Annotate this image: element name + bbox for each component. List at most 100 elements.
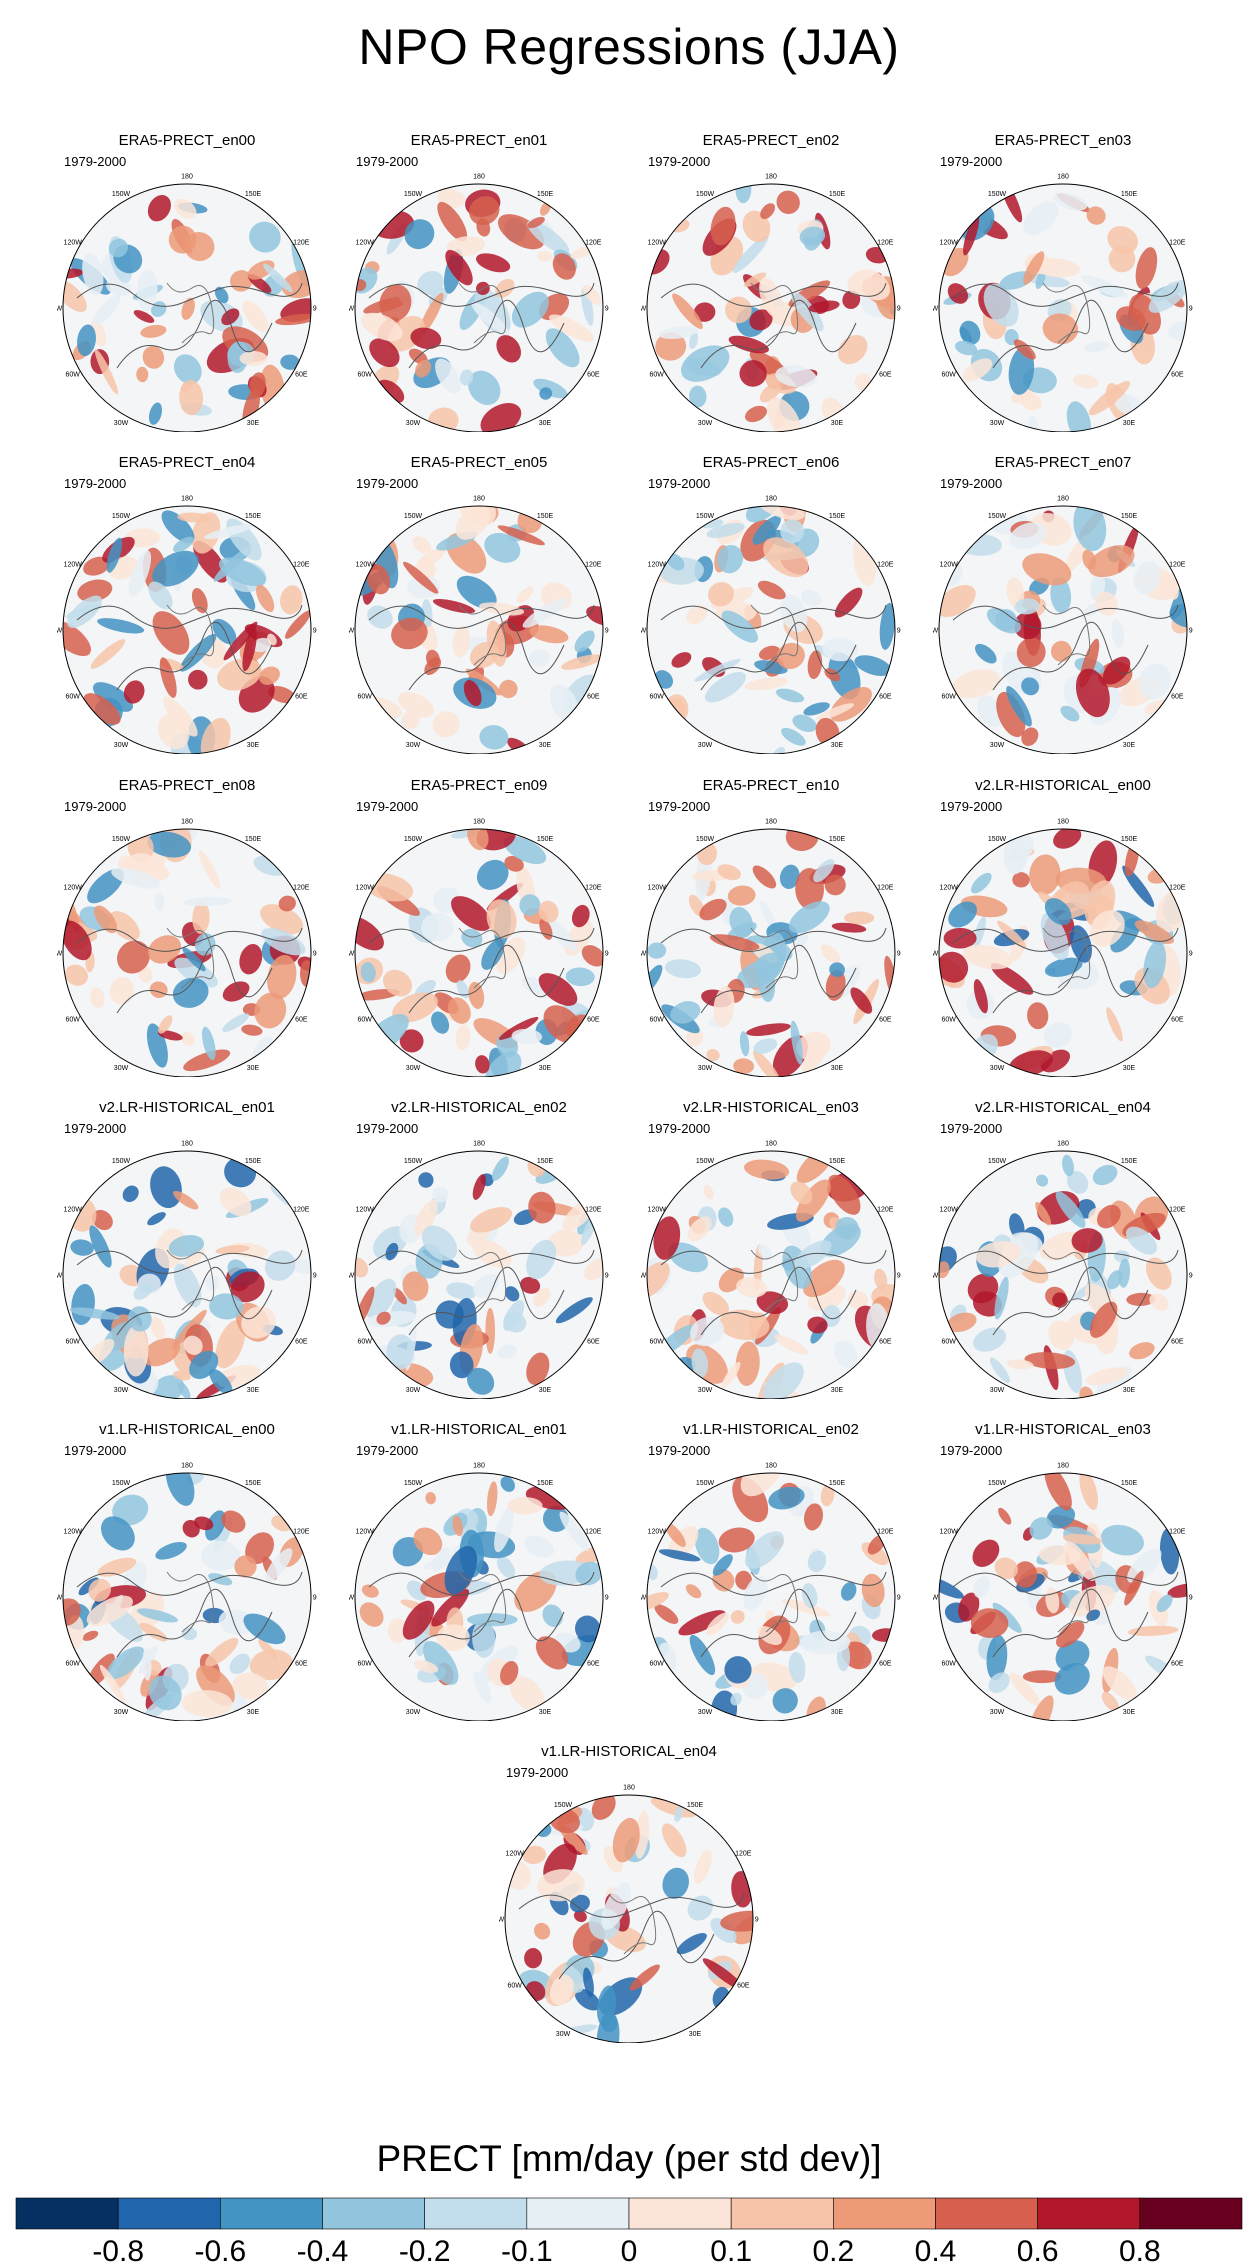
coastline <box>458 1571 507 1633</box>
colorbar-tick-label: 0.4 <box>915 2235 957 2267</box>
longitude-label: 60E <box>295 372 308 379</box>
longitude-label: 30W <box>698 420 713 427</box>
anomaly-blob <box>831 922 867 933</box>
anomaly-blob <box>694 658 741 682</box>
anomaly-blob <box>776 190 800 215</box>
coastline <box>750 1249 799 1311</box>
anomaly-blob <box>1070 925 1092 963</box>
longitude-label: 150E <box>829 191 846 198</box>
polar-map: 180150E120E90E60E30E030W60W90W120W150W <box>57 174 317 432</box>
anomaly-blob <box>198 850 221 890</box>
anomaly-blob <box>756 506 805 521</box>
anomaly-blob <box>230 1271 265 1303</box>
longitude-label: 120E <box>1169 240 1186 247</box>
anomaly-blob <box>63 1598 81 1627</box>
map-panel: v1.LR-HISTORICAL_en02 1979-2000 180 150E 120… <box>641 1421 901 1721</box>
anomaly-blob <box>1085 1367 1129 1386</box>
anomaly-blob <box>727 885 756 906</box>
anomaly-blob <box>654 1604 679 1624</box>
longitude-label: 30W <box>114 1065 129 1072</box>
anomaly-blob <box>385 1242 399 1261</box>
anomaly-blob <box>157 1030 183 1041</box>
anomaly-blob <box>471 301 510 336</box>
anomaly-blob <box>1035 270 1046 289</box>
anomaly-blob <box>148 581 173 610</box>
anomaly-blob <box>662 1867 689 1899</box>
anomaly-blob <box>725 296 752 324</box>
colorbar-tick-label: -0.6 <box>194 2235 246 2267</box>
anomaly-blob <box>367 605 393 629</box>
longitude-label: 30W <box>114 1709 129 1716</box>
longitude-label: 90E <box>1189 628 1193 635</box>
anomaly-blob <box>728 335 769 354</box>
anomaly-blob <box>83 693 121 725</box>
anomaly-blob <box>834 1340 858 1369</box>
polar-map: 180150E120E90E60E30E030W60W90W120W150W <box>57 496 317 754</box>
anomaly-blob <box>772 1688 798 1714</box>
anomaly-blob <box>687 1895 713 1921</box>
longitude-label: 90W <box>57 628 63 635</box>
anomaly-blob <box>752 515 781 545</box>
anomaly-blob <box>706 1612 729 1636</box>
polar-map: 180150E120E90E60E30E030W60W90W120W150W <box>57 819 317 1077</box>
panel-title: ERA5-PRECT_en03 <box>994 132 1132 149</box>
anomaly-blob <box>1009 522 1047 550</box>
longitude-label: 120W <box>64 562 83 569</box>
coastline <box>1042 282 1091 344</box>
anomaly-blob <box>574 630 595 653</box>
coastline <box>368 927 595 952</box>
anomaly-blob <box>467 1367 495 1395</box>
anomaly-blob <box>647 1261 670 1299</box>
anomaly-blob <box>404 219 435 250</box>
anomaly-blob <box>1033 258 1081 278</box>
anomaly-blob <box>173 1190 199 1210</box>
coastline <box>952 604 1179 629</box>
anomaly-blob <box>468 370 501 405</box>
longitude-label: 60W <box>357 1017 372 1024</box>
anomaly-blob <box>670 1001 701 1024</box>
longitude-label: 120E <box>1169 885 1186 892</box>
anomaly-blob <box>992 1602 1022 1633</box>
anomaly-blob <box>1127 1625 1179 1637</box>
longitude-label: 150E <box>245 836 262 843</box>
anomaly-blob <box>794 1240 832 1270</box>
coastline <box>952 282 1179 307</box>
anomaly-blob <box>355 1257 369 1278</box>
anomaly-blob <box>451 896 492 931</box>
anomaly-blob <box>591 1795 616 1820</box>
longitude-label: 150W <box>404 1158 423 1165</box>
anomaly-blob <box>152 611 190 655</box>
anomaly-blob <box>1027 1695 1054 1721</box>
anomaly-blob <box>376 1311 391 1325</box>
anomaly-blob <box>92 682 134 712</box>
anomaly-blob <box>133 310 155 323</box>
anomaly-blob <box>800 589 822 607</box>
anomaly-blob <box>174 957 218 988</box>
coastline <box>700 1266 857 1336</box>
anomaly-blob <box>829 962 845 978</box>
longitude-label: 90E <box>897 306 901 313</box>
polar-map: 180150E120E90E60E30E030W60W90W120W150W <box>57 1463 317 1721</box>
longitude-label: 180 <box>765 819 777 826</box>
anomaly-blob <box>182 1519 200 1538</box>
anomaly-blob <box>456 980 470 999</box>
anomaly-blob <box>947 283 969 304</box>
longitude-label: 120E <box>293 562 310 569</box>
longitude-label: 90E <box>897 628 901 635</box>
anomaly-blob <box>106 1646 145 1680</box>
panel-period: 1979-2000 <box>648 1443 711 1458</box>
anomaly-blob <box>256 584 275 613</box>
anomaly-blob <box>94 905 117 934</box>
anomaly-blob <box>402 1271 429 1302</box>
anomaly-blob <box>1124 1570 1144 1606</box>
longitude-label: 30E <box>831 1065 844 1072</box>
anomaly-blob <box>467 1613 518 1627</box>
panel-period: 1979-2000 <box>356 476 419 491</box>
anomaly-blob <box>208 1573 233 1586</box>
longitude-label: 60W <box>357 694 372 701</box>
anomaly-blob <box>699 898 727 921</box>
anomaly-blob <box>382 969 413 997</box>
anomaly-blob <box>498 214 545 250</box>
anomaly-blob <box>1052 1292 1068 1308</box>
anomaly-blob <box>973 916 986 949</box>
